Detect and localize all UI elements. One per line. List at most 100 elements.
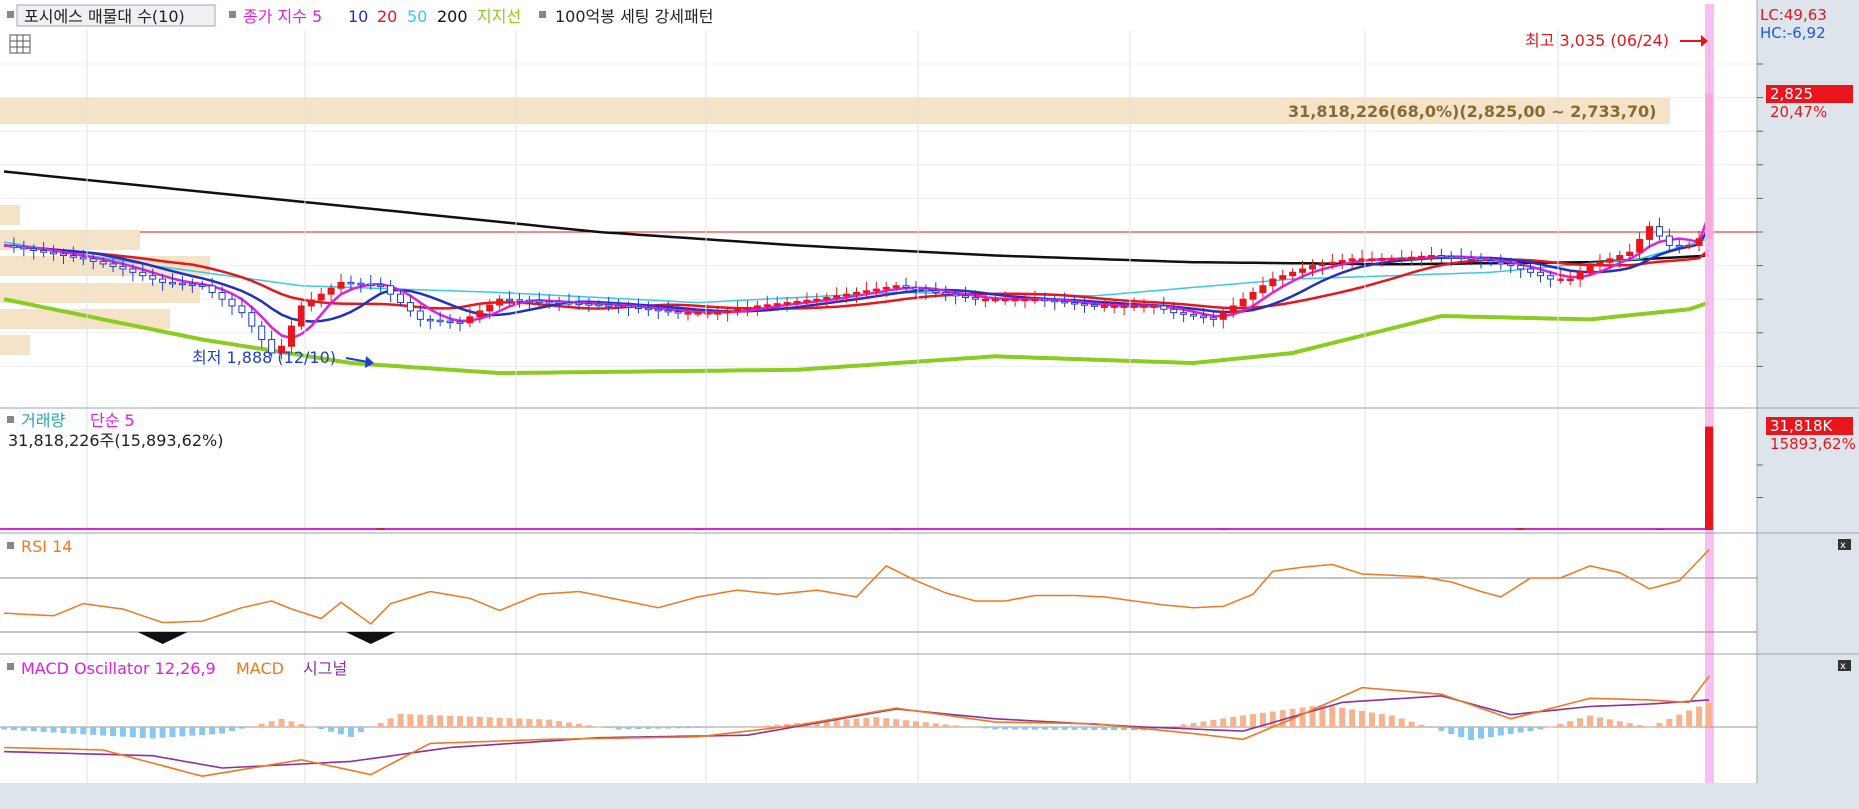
pattern-legend[interactable]: 100억봉 세팅 강세패턴: [555, 7, 713, 26]
macd-osc-bar: [496, 717, 503, 727]
candle-body: [793, 300, 801, 304]
candle-body: [932, 290, 940, 293]
macd-osc-bar: [30, 727, 37, 732]
macd-osc-bar: [843, 719, 850, 727]
candle-body: [1170, 308, 1178, 314]
macd-osc-bar: [189, 727, 196, 736]
ma-legend-200[interactable]: 200: [437, 7, 468, 26]
candle-body: [1646, 226, 1654, 240]
candle-body: [823, 297, 831, 300]
macd-osc-bar: [1041, 727, 1048, 730]
macd-osc-bar: [1468, 727, 1475, 741]
ma-toggle-icon[interactable]: [229, 11, 236, 18]
macd-osc-bar: [1121, 727, 1128, 731]
volume-legend[interactable]: 거래량: [21, 411, 65, 430]
macd-osc-bar: [10, 727, 17, 731]
candle-body: [595, 303, 603, 307]
macd-osc-bar: [714, 727, 721, 728]
macd-osc-bar: [526, 718, 533, 727]
signal-legend[interactable]: 시그널: [303, 659, 347, 678]
volume-ma-legend[interactable]: 단순 5: [90, 411, 135, 430]
candle-body: [268, 339, 276, 354]
candle-body: [198, 284, 206, 287]
candle-body: [1536, 271, 1544, 277]
macd-osc-bar: [1378, 713, 1385, 727]
macd-osc-bar: [1398, 718, 1405, 727]
candle-body: [278, 345, 286, 354]
candle-body: [486, 304, 494, 312]
macd-osc-bar: [962, 726, 969, 727]
stock-name-label[interactable]: 포시에스 매물대 수(10): [24, 7, 185, 26]
rsi-close-icon[interactable]: x: [1838, 539, 1851, 551]
macd-osc-bar: [724, 727, 731, 728]
macd-osc-bar: [665, 727, 672, 729]
candle-body: [714, 312, 722, 315]
rsi-pane: [0, 549, 1757, 644]
macd-osc-bar: [139, 727, 146, 738]
macd-toggle-icon[interactable]: [7, 663, 14, 670]
candle-body: [10, 244, 18, 248]
volume-profile-bar: [0, 283, 200, 303]
ma-legend-5[interactable]: 종가 지수 5: [243, 7, 322, 26]
candle-body: [555, 301, 563, 304]
candle-body: [248, 312, 256, 327]
candle-body: [902, 285, 910, 288]
macd-osc-bar: [1567, 721, 1574, 727]
macd-osc-bar: [149, 727, 156, 739]
indicator-toggle-icon[interactable]: [7, 11, 14, 18]
candle-body: [525, 299, 533, 303]
macd-osc-bar: [209, 727, 216, 735]
volume-toggle-icon[interactable]: [7, 416, 14, 423]
macd-osc-bar: [645, 727, 652, 729]
macd-osc-bar: [466, 716, 473, 727]
macd-osc-bar: [1626, 723, 1633, 727]
rsi-toggle-icon[interactable]: [7, 542, 14, 549]
macd-osc-bar: [952, 725, 959, 727]
macd-osc-bar: [278, 718, 285, 727]
candle-body: [545, 300, 553, 304]
volume-profile-bar: [0, 335, 30, 355]
candle-body: [139, 271, 147, 277]
candle-body: [30, 248, 38, 251]
macd-osc-bar: [367, 727, 374, 728]
macd-osc-bar: [893, 719, 900, 727]
candle-body: [605, 304, 613, 307]
price-pane: [0, 43, 1757, 376]
candle-body: [1071, 302, 1079, 305]
macd-osc-bar: [942, 724, 949, 727]
macd-close-icon[interactable]: x: [1838, 660, 1851, 672]
macd-legend[interactable]: MACD: [236, 659, 284, 678]
macd-osc-bar: [1696, 706, 1703, 727]
candle-body: [1378, 258, 1386, 261]
ma-legend-20[interactable]: 20: [377, 7, 397, 26]
candle-body: [1626, 251, 1634, 257]
macd-osc-bar: [1279, 710, 1286, 727]
candle-body: [387, 285, 395, 295]
macd-osc-bar: [1448, 727, 1455, 734]
candle-body: [188, 283, 196, 287]
macd-osc-bar: [1002, 727, 1009, 730]
pattern-toggle-icon[interactable]: [539, 11, 546, 18]
right-axis-panel: [1757, 0, 1859, 783]
macd-osc-bar: [308, 726, 315, 728]
candle-body: [872, 288, 880, 292]
candle-body: [1477, 258, 1485, 262]
support-legend[interactable]: 지지선: [477, 7, 521, 26]
macd-osc-bar: [585, 725, 592, 727]
ma-legend-50[interactable]: 50: [407, 7, 427, 26]
candle-body: [218, 291, 226, 300]
table-icon[interactable]: [9, 34, 31, 54]
macd-osc-bar: [1269, 711, 1276, 727]
candle-body: [971, 297, 979, 300]
rsi-legend[interactable]: RSI 14: [21, 537, 72, 556]
macd-osc-bar: [456, 716, 463, 727]
macd-osc-bar: [1131, 727, 1138, 731]
candle-body: [1408, 256, 1416, 260]
macd-osc-legend[interactable]: MACD Oscillator 12,26,9: [21, 659, 216, 678]
candle-body: [1110, 305, 1118, 308]
ma-legend-10[interactable]: 10: [348, 7, 368, 26]
candle-body: [347, 281, 355, 285]
stock-name-button[interactable]: [16, 4, 216, 27]
macd-osc-bar: [734, 727, 741, 728]
